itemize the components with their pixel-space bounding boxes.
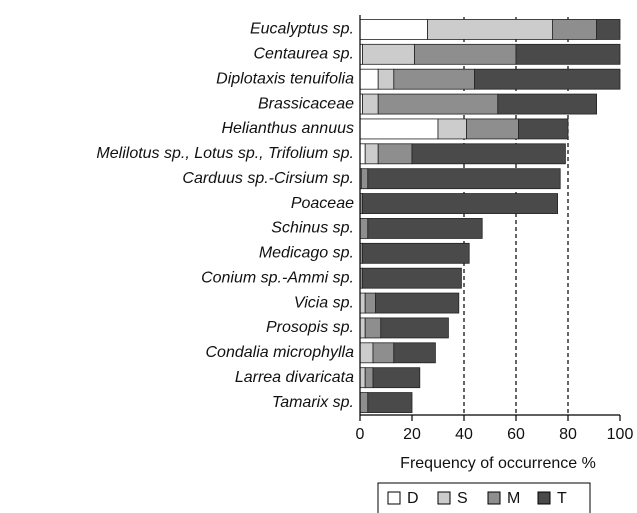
- bar-segment: [367, 168, 561, 190]
- bar-segment: [359, 292, 366, 314]
- bar-segment: [375, 292, 460, 314]
- x-tick-label: 100: [607, 426, 634, 443]
- y-tick-label: Centaurea sp.: [253, 46, 354, 63]
- bar-segment: [359, 367, 366, 389]
- bar-segment: [473, 68, 621, 90]
- bar-segment: [359, 342, 374, 364]
- y-tick-label: Melilotus sp., Lotus sp., Trifolium sp.: [96, 145, 354, 162]
- bar-segment: [367, 218, 483, 239]
- legend-swatch: [537, 491, 551, 505]
- y-tick-label: Diplotaxis tenuifolia: [216, 70, 354, 87]
- bar-segment: [359, 118, 439, 140]
- bar-segment: [497, 93, 597, 115]
- bar-segment: [364, 143, 379, 165]
- x-tick-label: 80: [559, 426, 577, 443]
- bar-segment: [359, 68, 379, 90]
- bar-segment: [372, 367, 421, 389]
- bar-segment: [411, 143, 566, 165]
- y-tick-label: Tamarix sp.: [272, 394, 354, 411]
- y-tick-label: Brassicaceae: [258, 95, 354, 112]
- y-tick-label: Helianthus annuus: [221, 120, 354, 137]
- bar-segment: [364, 292, 377, 314]
- bar-segment: [466, 118, 520, 140]
- legend-swatch: [387, 491, 401, 505]
- bar-segment: [362, 93, 379, 115]
- bar-segment: [367, 392, 413, 413]
- x-axis-label: Frequency of occurrence %: [400, 455, 596, 472]
- y-tick-label: Condalia microphylla: [205, 344, 354, 361]
- bar-segment: [362, 193, 559, 214]
- bar-segment: [359, 19, 428, 40]
- legend-swatch: [487, 491, 501, 505]
- bar-segment: [364, 367, 374, 389]
- bar-segment: [518, 118, 569, 140]
- bar-segment: [515, 43, 621, 65]
- bar-segment: [359, 218, 369, 239]
- bar-segment: [393, 342, 436, 364]
- bar-segment: [364, 317, 382, 339]
- y-tick-label: Conium sp.-Ammi sp.: [201, 269, 354, 286]
- bar-segment: [362, 242, 470, 264]
- y-tick-label: Eucalyptus sp.: [250, 21, 354, 38]
- legend-label: T: [557, 490, 567, 507]
- y-tick-label: Carduus sp.-Cirsium sp.: [182, 170, 354, 187]
- x-tick-label: 0: [356, 426, 365, 443]
- legend-label: M: [507, 490, 520, 507]
- y-tick-label: Medicago sp.: [259, 245, 354, 262]
- x-tick-label: 40: [455, 426, 473, 443]
- bar-segment: [427, 19, 553, 40]
- bar-segment: [362, 267, 462, 289]
- bar-segment: [437, 118, 468, 140]
- bar-segment: [360, 168, 369, 190]
- legend-label: S: [457, 490, 468, 507]
- bar-segment: [359, 317, 366, 339]
- bar-segment: [362, 43, 416, 65]
- x-tick-label: 60: [507, 426, 525, 443]
- y-tick-label: Vicia sp.: [294, 294, 354, 311]
- legend-label: D: [407, 490, 419, 507]
- bar-segment: [359, 392, 369, 413]
- bar-segment: [377, 143, 413, 165]
- bar-segment: [380, 317, 449, 339]
- bar-segment: [552, 19, 598, 40]
- x-tick-label: 20: [403, 426, 421, 443]
- y-tick-label: Schinus sp.: [271, 220, 354, 237]
- bar-segment: [377, 68, 395, 90]
- bar-segment: [377, 93, 499, 115]
- y-tick-label: Prosopis sp.: [266, 319, 354, 336]
- y-tick-label: Larrea divaricata: [235, 369, 354, 386]
- bar-segment: [393, 68, 475, 90]
- y-tick-label: Poaceae: [291, 195, 354, 212]
- bar-segment: [414, 43, 517, 65]
- bar-segment: [596, 19, 621, 40]
- bar-segment: [372, 342, 395, 364]
- bar-segment: [359, 143, 366, 165]
- legend-box: [377, 482, 591, 513]
- legend-swatch: [437, 491, 451, 505]
